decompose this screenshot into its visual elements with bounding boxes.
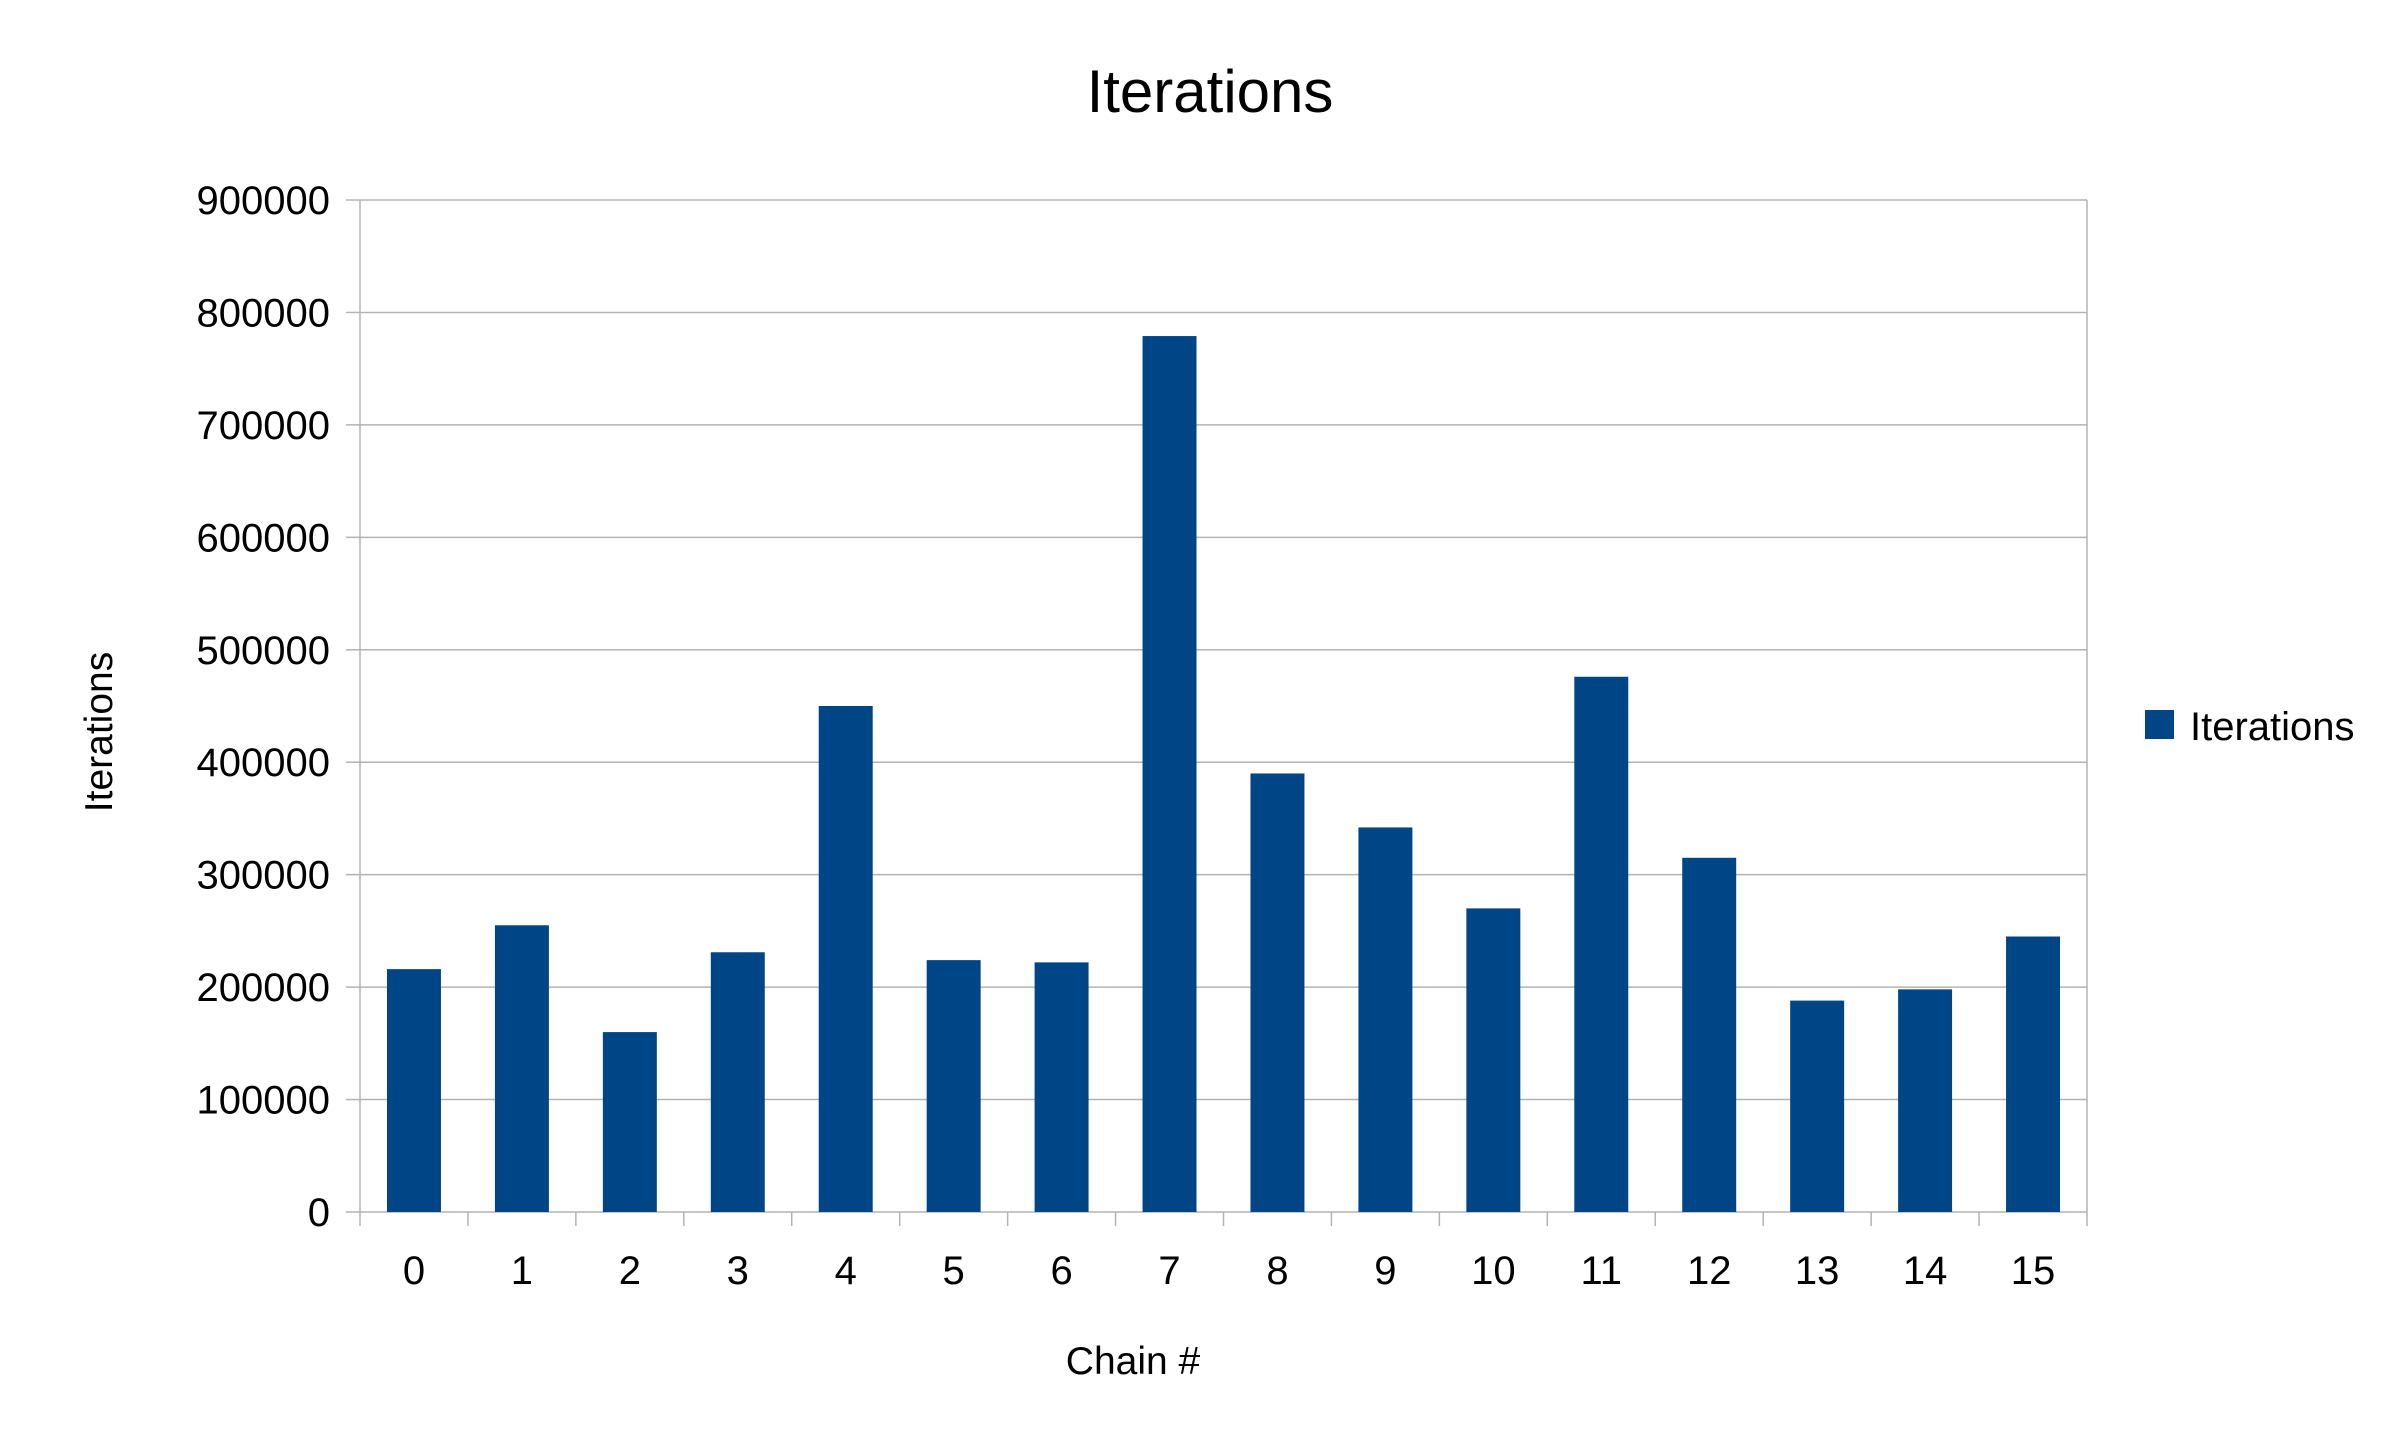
bar-1 xyxy=(494,925,549,1212)
bar-3 xyxy=(710,952,765,1212)
x-tick-label: 12 xyxy=(1687,1249,1732,1293)
axes xyxy=(346,199,2088,1226)
legend: Iterations xyxy=(2145,705,2355,749)
bar-14 xyxy=(1898,989,1953,1212)
bar-9 xyxy=(1358,827,1413,1212)
bar-2 xyxy=(602,1032,657,1212)
bar-5 xyxy=(926,960,981,1212)
y-tick-label: 500000 xyxy=(197,629,330,673)
y-tick-label: 100000 xyxy=(197,1079,330,1123)
y-tick-label: 600000 xyxy=(197,516,330,560)
x-tick-label: 14 xyxy=(1903,1249,1948,1293)
x-tick-label: 7 xyxy=(1158,1249,1180,1293)
x-tick-label: 10 xyxy=(1471,1249,1516,1293)
y-tick-label: 700000 xyxy=(197,404,330,448)
x-axis-label: Chain # xyxy=(1066,1340,1201,1383)
x-tick-label: 6 xyxy=(1050,1249,1072,1293)
y-tick-label: 400000 xyxy=(197,741,330,785)
x-tick-labels: 0 1 2 3 4 5 6 7 8 9 10 11 12 13 14 15 xyxy=(403,1249,2055,1293)
y-tick-label: 300000 xyxy=(197,854,330,898)
x-tick-label: 1 xyxy=(511,1249,533,1293)
x-tick-label: 5 xyxy=(943,1249,965,1293)
bar-10 xyxy=(1466,908,1521,1212)
bar-4 xyxy=(818,706,873,1212)
bar-0 xyxy=(386,969,441,1212)
x-tick-label: 11 xyxy=(1581,1249,1623,1293)
x-tick-label: 0 xyxy=(403,1249,425,1293)
y-tick-label: 0 xyxy=(308,1191,330,1235)
y-axis-label: Iterations xyxy=(78,652,121,812)
bar-7 xyxy=(1142,336,1197,1213)
legend-swatch xyxy=(2145,710,2174,739)
bars xyxy=(386,336,2061,1213)
x-tick-label: 3 xyxy=(727,1249,749,1293)
bar-13 xyxy=(1790,1000,1845,1212)
bar-8 xyxy=(1250,773,1305,1212)
y-tick-label: 800000 xyxy=(197,291,330,335)
bar-15 xyxy=(2006,936,2061,1212)
y-tick-label: 200000 xyxy=(197,966,330,1010)
y-tick-label: 900000 xyxy=(197,179,330,223)
x-tick-label: 13 xyxy=(1795,1249,1840,1293)
x-tick-label: 2 xyxy=(619,1249,641,1293)
bar-11 xyxy=(1574,676,1629,1212)
chart-title: Iterations xyxy=(1087,58,1334,125)
bar-12 xyxy=(1682,857,1737,1212)
x-tick-label: 8 xyxy=(1266,1249,1288,1293)
x-tick-label: 4 xyxy=(835,1249,857,1293)
legend-label: Iterations xyxy=(2190,705,2355,749)
x-tick-label: 15 xyxy=(2011,1249,2056,1293)
x-tick-label: 9 xyxy=(1374,1249,1396,1293)
bar-6 xyxy=(1034,962,1089,1212)
y-tick-labels: 0 100000 200000 300000 400000 500000 600000 700… xyxy=(197,179,330,1235)
